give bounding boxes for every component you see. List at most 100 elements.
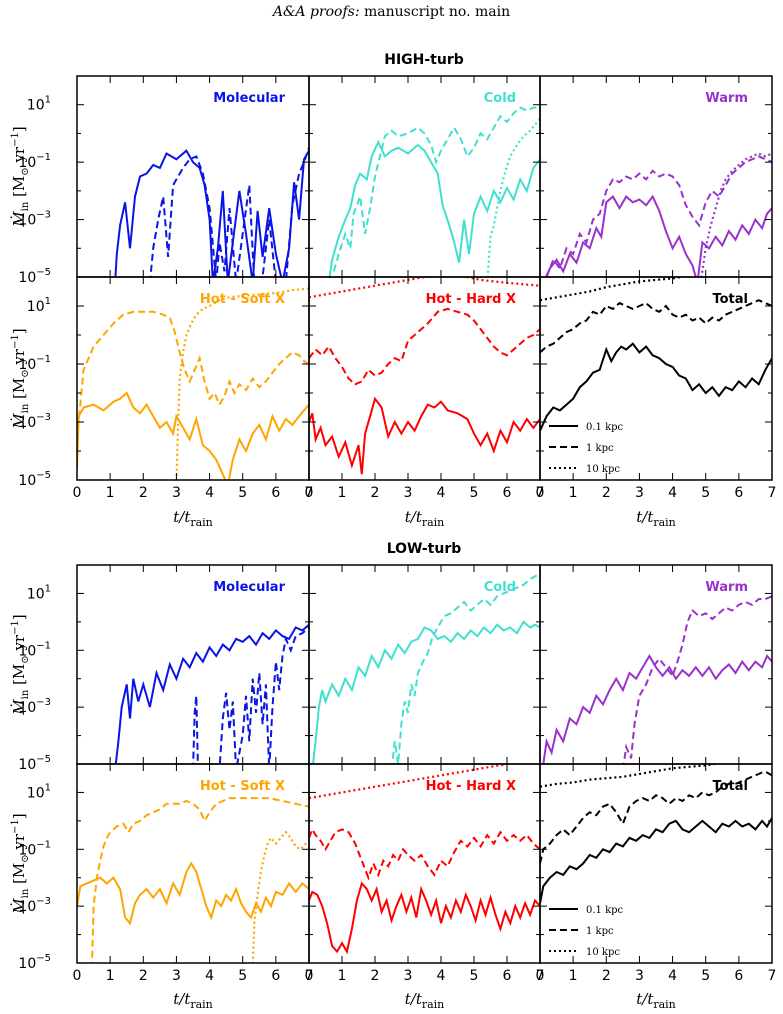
y-tick-label: 10−3 <box>18 697 51 716</box>
series-0.1kpc <box>311 620 540 764</box>
x-tick-label: 7 <box>536 968 545 984</box>
series-10kpc <box>700 152 772 277</box>
panel-label: Warm <box>705 91 748 106</box>
panel-label: Total <box>712 779 748 794</box>
x-tick-label: 7 <box>768 968 777 984</box>
y-tick-label: 10−5 <box>18 953 51 972</box>
x-tick-label: 2 <box>139 485 148 501</box>
panel-hot-soft-x: Hot - Soft X 101 10−1 10−3 10−5 0 1 2 3 4 5 6 7 t/tra… <box>10 276 314 529</box>
legend-label: 0.1 kpc <box>586 905 624 916</box>
series-10kpc <box>309 277 540 299</box>
series-0.1kpc <box>328 139 540 277</box>
x-tick-label: 6 <box>271 485 280 501</box>
panel-label: Total <box>712 292 748 307</box>
legend: 0.1 kpc 1 kpc 10 kpc <box>549 905 624 958</box>
x-tick-label: 2 <box>371 485 380 501</box>
y-axis-label: Ṁin [M⊙ yr−1] <box>10 126 31 227</box>
series-10kpc <box>486 118 540 277</box>
y-tick-label: 10−1 <box>18 839 51 858</box>
y-tick-label: 10−1 <box>18 152 51 171</box>
legend-label: 10 kpc <box>586 464 620 475</box>
series-0.1kpc <box>544 194 772 277</box>
y-tick-label: 10−5 <box>18 754 51 773</box>
panel-label: Hot - Soft X <box>200 779 285 794</box>
x-tick-label: 1 <box>106 968 115 984</box>
y-tick-label: 101 <box>27 583 51 602</box>
x-tick-label: 3 <box>172 485 181 501</box>
y-tick-label: 10−1 <box>18 640 51 659</box>
x-tick-label: 2 <box>139 968 148 984</box>
panel-label: Molecular <box>213 580 285 595</box>
series-1kpc <box>540 299 772 354</box>
series-1kpc <box>77 310 309 440</box>
series-1kpc <box>545 155 772 277</box>
series-1kpc <box>149 147 309 277</box>
series-0.1kpc <box>114 623 309 764</box>
series-10kpc <box>309 764 514 800</box>
journal-name: A&A proofs: <box>272 4 360 20</box>
series-0.1kpc <box>309 396 540 475</box>
series-0.1kpc <box>540 817 772 904</box>
x-tick-label: 4 <box>437 485 446 501</box>
series-1kpc <box>91 797 309 963</box>
x-tick-label: 4 <box>437 968 446 984</box>
x-axis-label: t/train <box>636 508 676 529</box>
panel-warm: Warm <box>539 564 773 765</box>
panel-total: Total 0 1 2 3 4 5 6 7 t/train 0.1 kpc 1 kpc 10 kpc <box>536 763 777 1011</box>
panel-cold: Cold <box>308 564 541 765</box>
y-tick-label: 10−5 <box>18 267 51 286</box>
panel-frame <box>539 276 773 481</box>
x-tick-label: 5 <box>470 968 479 984</box>
y-tick-label: 101 <box>27 95 51 114</box>
y-axis-label: Ṁin [M⊙ yr−1] <box>10 614 31 715</box>
legend-label: 1 kpc <box>586 443 614 454</box>
panel-molecular: Molecular 101 10−1 10−3 10−5 Ṁin [M⊙ yr−1] <box>10 564 310 773</box>
y-tick-label: 10−5 <box>18 470 51 489</box>
x-tick-label: 5 <box>238 968 247 984</box>
panel-frame <box>308 75 541 278</box>
panel-hot-hard-x: Hot - Hard X 0 1 2 3 4 5 6 7 t/train <box>305 763 545 1011</box>
x-tick-label: 3 <box>172 968 181 984</box>
section-title: LOW-turb <box>387 541 462 557</box>
x-tick-label: 1 <box>569 485 578 501</box>
x-tick-label: 0 <box>73 485 82 501</box>
x-tick-label: 0 <box>305 968 314 984</box>
series-10kpc <box>175 287 309 480</box>
x-tick-label: 4 <box>668 485 677 501</box>
panel-frame <box>76 276 310 481</box>
manuscript-id: manuscript no. main <box>364 4 511 20</box>
series-1kpc <box>622 595 772 764</box>
series-1kpc <box>540 771 772 864</box>
section-title: HIGH-turb <box>384 52 464 68</box>
y-tick-label: 10−1 <box>18 354 51 373</box>
panel-label: Cold <box>484 91 516 106</box>
x-tick-label: 0 <box>536 968 545 984</box>
series-0.1kpc <box>542 654 772 764</box>
x-tick-label: 5 <box>238 485 247 501</box>
x-tick-label: 2 <box>371 968 380 984</box>
panel-frame <box>539 763 773 964</box>
series-0.1kpc <box>309 881 540 955</box>
panel-molecular: Molecular 101 10−1 10−3 10−5 Ṁin [M⊙ yr−1] <box>10 75 310 286</box>
panel-cold: Cold <box>308 75 541 278</box>
y-axis-label: Ṁin [M⊙ yr−1] <box>10 813 31 914</box>
x-tick-label: 6 <box>503 968 512 984</box>
panel-label: Hot - Hard X <box>426 779 516 794</box>
x-tick-label: 1 <box>106 485 115 501</box>
x-tick-label: 3 <box>404 485 413 501</box>
x-tick-label: 0 <box>536 485 545 501</box>
x-tick-label: 3 <box>404 968 413 984</box>
series-0.1kpc <box>540 342 772 432</box>
x-tick-label: 7 <box>305 968 314 984</box>
series-1kpc <box>309 307 540 386</box>
x-tick-label: 5 <box>701 485 710 501</box>
panel-frame <box>308 276 541 481</box>
x-tick-label: 7 <box>305 485 314 501</box>
y-tick-label: 101 <box>27 782 51 801</box>
x-axis-label: t/train <box>405 508 445 529</box>
x-tick-label: 7 <box>536 485 545 501</box>
panel-hot-soft-x: Hot - Soft X 101 10−1 10−3 10−5 0 1 2 3 4 5 6 7 t/tra… <box>10 763 314 1011</box>
series-0.1kpc <box>77 391 309 480</box>
x-tick-label: 6 <box>734 485 743 501</box>
